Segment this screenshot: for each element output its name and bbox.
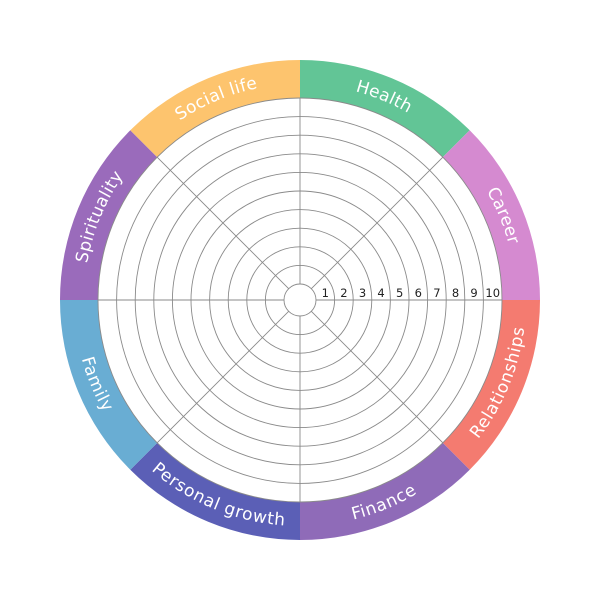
scale-label-8: 8 — [452, 286, 459, 300]
scale-label-9: 9 — [470, 286, 477, 300]
wheel-segments — [60, 60, 540, 540]
segment-social-life — [130, 60, 300, 158]
scale-label-2: 2 — [340, 286, 347, 300]
scale-label-5: 5 — [396, 286, 403, 300]
spoke — [156, 156, 290, 290]
segment-health — [300, 60, 470, 158]
segment-spirituality — [60, 130, 158, 300]
segment-career — [442, 130, 540, 300]
scale-label-6: 6 — [415, 286, 422, 300]
scale-label-1: 1 — [322, 286, 329, 300]
scale-labels: 1 2 3 4 5 6 7 8 9 10 — [322, 286, 500, 300]
segment-family — [60, 300, 158, 470]
scale-label-10: 10 — [485, 286, 500, 300]
scale-label-4: 4 — [377, 286, 384, 300]
spoke — [310, 156, 444, 290]
segment-finance — [300, 442, 470, 540]
scale-label-7: 7 — [433, 286, 440, 300]
spoke — [156, 310, 290, 444]
spoke — [310, 310, 444, 444]
segment-relationships — [442, 300, 540, 470]
segment-personal-growth — [130, 442, 300, 540]
scale-label-3: 3 — [359, 286, 366, 300]
spokes — [98, 98, 502, 502]
